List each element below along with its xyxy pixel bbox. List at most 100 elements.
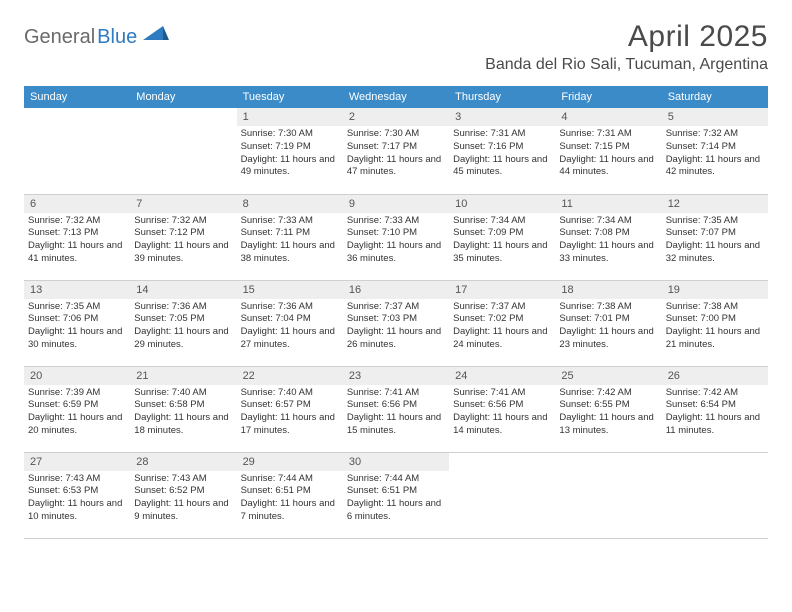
- location: Banda del Rio Sali, Tucuman, Argentina: [485, 56, 768, 74]
- day-details: Sunrise: 7:36 AMSunset: 7:04 PMDaylight:…: [237, 299, 343, 356]
- sunset-line: Sunset: 7:07 PM: [666, 227, 764, 240]
- sunrise-line: Sunrise: 7:43 AM: [134, 473, 232, 486]
- calendar-cell: 8Sunrise: 7:33 AMSunset: 7:11 PMDaylight…: [237, 194, 343, 280]
- day-number: 26: [662, 367, 768, 385]
- calendar-row: 1Sunrise: 7:30 AMSunset: 7:19 PMDaylight…: [24, 108, 768, 194]
- calendar-cell: [130, 108, 236, 194]
- sunrise-line: Sunrise: 7:32 AM: [28, 215, 126, 228]
- day-header-monday: Monday: [130, 86, 236, 108]
- calendar-row: 13Sunrise: 7:35 AMSunset: 7:06 PMDayligh…: [24, 280, 768, 366]
- calendar-cell: 6Sunrise: 7:32 AMSunset: 7:13 PMDaylight…: [24, 194, 130, 280]
- calendar-table: SundayMondayTuesdayWednesdayThursdayFrid…: [24, 86, 768, 539]
- sunrise-line: Sunrise: 7:39 AM: [28, 387, 126, 400]
- calendar-cell: 18Sunrise: 7:38 AMSunset: 7:01 PMDayligh…: [555, 280, 661, 366]
- day-details: Sunrise: 7:38 AMSunset: 7:01 PMDaylight:…: [555, 299, 661, 356]
- day-number: 4: [555, 108, 661, 126]
- calendar-row: 20Sunrise: 7:39 AMSunset: 6:59 PMDayligh…: [24, 366, 768, 452]
- calendar-cell: 1Sunrise: 7:30 AMSunset: 7:19 PMDaylight…: [237, 108, 343, 194]
- sunset-line: Sunset: 6:54 PM: [666, 399, 764, 412]
- sunrise-line: Sunrise: 7:30 AM: [241, 128, 339, 141]
- day-details: Sunrise: 7:40 AMSunset: 6:58 PMDaylight:…: [130, 385, 236, 442]
- sunset-line: Sunset: 6:51 PM: [347, 485, 445, 498]
- logo-triangle-icon: [143, 26, 169, 49]
- sunrise-line: Sunrise: 7:31 AM: [453, 128, 551, 141]
- daylight-line: Daylight: 11 hours and 10 minutes.: [28, 498, 126, 524]
- daylight-line: Daylight: 11 hours and 9 minutes.: [134, 498, 232, 524]
- sunrise-line: Sunrise: 7:38 AM: [666, 301, 764, 314]
- daylight-line: Daylight: 11 hours and 26 minutes.: [347, 326, 445, 352]
- daylight-line: Daylight: 11 hours and 42 minutes.: [666, 154, 764, 180]
- day-number: 16: [343, 281, 449, 299]
- sunset-line: Sunset: 7:14 PM: [666, 141, 764, 154]
- daylight-line: Daylight: 11 hours and 7 minutes.: [241, 498, 339, 524]
- daylight-line: Daylight: 11 hours and 44 minutes.: [559, 154, 657, 180]
- day-details: Sunrise: 7:43 AMSunset: 6:53 PMDaylight:…: [24, 471, 130, 528]
- calendar-cell: 2Sunrise: 7:30 AMSunset: 7:17 PMDaylight…: [343, 108, 449, 194]
- daylight-line: Daylight: 11 hours and 45 minutes.: [453, 154, 551, 180]
- calendar-cell: 21Sunrise: 7:40 AMSunset: 6:58 PMDayligh…: [130, 366, 236, 452]
- calendar-cell: 12Sunrise: 7:35 AMSunset: 7:07 PMDayligh…: [662, 194, 768, 280]
- day-number: 17: [449, 281, 555, 299]
- sunset-line: Sunset: 6:58 PM: [134, 399, 232, 412]
- day-details: Sunrise: 7:38 AMSunset: 7:00 PMDaylight:…: [662, 299, 768, 356]
- day-details: Sunrise: 7:34 AMSunset: 7:09 PMDaylight:…: [449, 213, 555, 270]
- day-number: 30: [343, 453, 449, 471]
- day-header-wednesday: Wednesday: [343, 86, 449, 108]
- day-number: 22: [237, 367, 343, 385]
- sunrise-line: Sunrise: 7:30 AM: [347, 128, 445, 141]
- calendar-row: 27Sunrise: 7:43 AMSunset: 6:53 PMDayligh…: [24, 452, 768, 538]
- calendar-cell: 13Sunrise: 7:35 AMSunset: 7:06 PMDayligh…: [24, 280, 130, 366]
- daylight-line: Daylight: 11 hours and 33 minutes.: [559, 240, 657, 266]
- sunset-line: Sunset: 6:53 PM: [28, 485, 126, 498]
- sunrise-line: Sunrise: 7:42 AM: [559, 387, 657, 400]
- daylight-line: Daylight: 11 hours and 18 minutes.: [134, 412, 232, 438]
- day-number: 27: [24, 453, 130, 471]
- day-number: 9: [343, 195, 449, 213]
- calendar-cell: 15Sunrise: 7:36 AMSunset: 7:04 PMDayligh…: [237, 280, 343, 366]
- sunset-line: Sunset: 6:56 PM: [347, 399, 445, 412]
- day-details: Sunrise: 7:42 AMSunset: 6:54 PMDaylight:…: [662, 385, 768, 442]
- sunrise-line: Sunrise: 7:32 AM: [666, 128, 764, 141]
- sunset-line: Sunset: 6:59 PM: [28, 399, 126, 412]
- daylight-line: Daylight: 11 hours and 39 minutes.: [134, 240, 232, 266]
- sunset-line: Sunset: 6:52 PM: [134, 485, 232, 498]
- day-details: Sunrise: 7:43 AMSunset: 6:52 PMDaylight:…: [130, 471, 236, 528]
- day-header-saturday: Saturday: [662, 86, 768, 108]
- sunset-line: Sunset: 6:55 PM: [559, 399, 657, 412]
- day-details: Sunrise: 7:42 AMSunset: 6:55 PMDaylight:…: [555, 385, 661, 442]
- sunset-line: Sunset: 7:05 PM: [134, 313, 232, 326]
- day-number: 23: [343, 367, 449, 385]
- daylight-line: Daylight: 11 hours and 41 minutes.: [28, 240, 126, 266]
- day-number: 13: [24, 281, 130, 299]
- sunset-line: Sunset: 7:16 PM: [453, 141, 551, 154]
- calendar-cell: 27Sunrise: 7:43 AMSunset: 6:53 PMDayligh…: [24, 452, 130, 538]
- day-details: Sunrise: 7:40 AMSunset: 6:57 PMDaylight:…: [237, 385, 343, 442]
- day-details: Sunrise: 7:34 AMSunset: 7:08 PMDaylight:…: [555, 213, 661, 270]
- day-details: Sunrise: 7:35 AMSunset: 7:07 PMDaylight:…: [662, 213, 768, 270]
- day-details: Sunrise: 7:32 AMSunset: 7:12 PMDaylight:…: [130, 213, 236, 270]
- calendar-cell: [555, 452, 661, 538]
- sunrise-line: Sunrise: 7:40 AM: [134, 387, 232, 400]
- day-number: 10: [449, 195, 555, 213]
- sunset-line: Sunset: 7:08 PM: [559, 227, 657, 240]
- sunrise-line: Sunrise: 7:40 AM: [241, 387, 339, 400]
- sunset-line: Sunset: 7:11 PM: [241, 227, 339, 240]
- daylight-line: Daylight: 11 hours and 20 minutes.: [28, 412, 126, 438]
- sunset-line: Sunset: 7:04 PM: [241, 313, 339, 326]
- sunset-line: Sunset: 6:57 PM: [241, 399, 339, 412]
- logo: GeneralBlue: [24, 26, 169, 49]
- calendar-cell: 7Sunrise: 7:32 AMSunset: 7:12 PMDaylight…: [130, 194, 236, 280]
- day-number: 21: [130, 367, 236, 385]
- day-number: 6: [24, 195, 130, 213]
- calendar-cell: 9Sunrise: 7:33 AMSunset: 7:10 PMDaylight…: [343, 194, 449, 280]
- day-number: 7: [130, 195, 236, 213]
- daylight-line: Daylight: 11 hours and 36 minutes.: [347, 240, 445, 266]
- sunrise-line: Sunrise: 7:31 AM: [559, 128, 657, 141]
- daylight-line: Daylight: 11 hours and 11 minutes.: [666, 412, 764, 438]
- calendar-cell: 20Sunrise: 7:39 AMSunset: 6:59 PMDayligh…: [24, 366, 130, 452]
- sunset-line: Sunset: 7:15 PM: [559, 141, 657, 154]
- month-year: April 2025: [485, 20, 768, 54]
- sunset-line: Sunset: 7:10 PM: [347, 227, 445, 240]
- daylight-line: Daylight: 11 hours and 21 minutes.: [666, 326, 764, 352]
- calendar-cell: [662, 452, 768, 538]
